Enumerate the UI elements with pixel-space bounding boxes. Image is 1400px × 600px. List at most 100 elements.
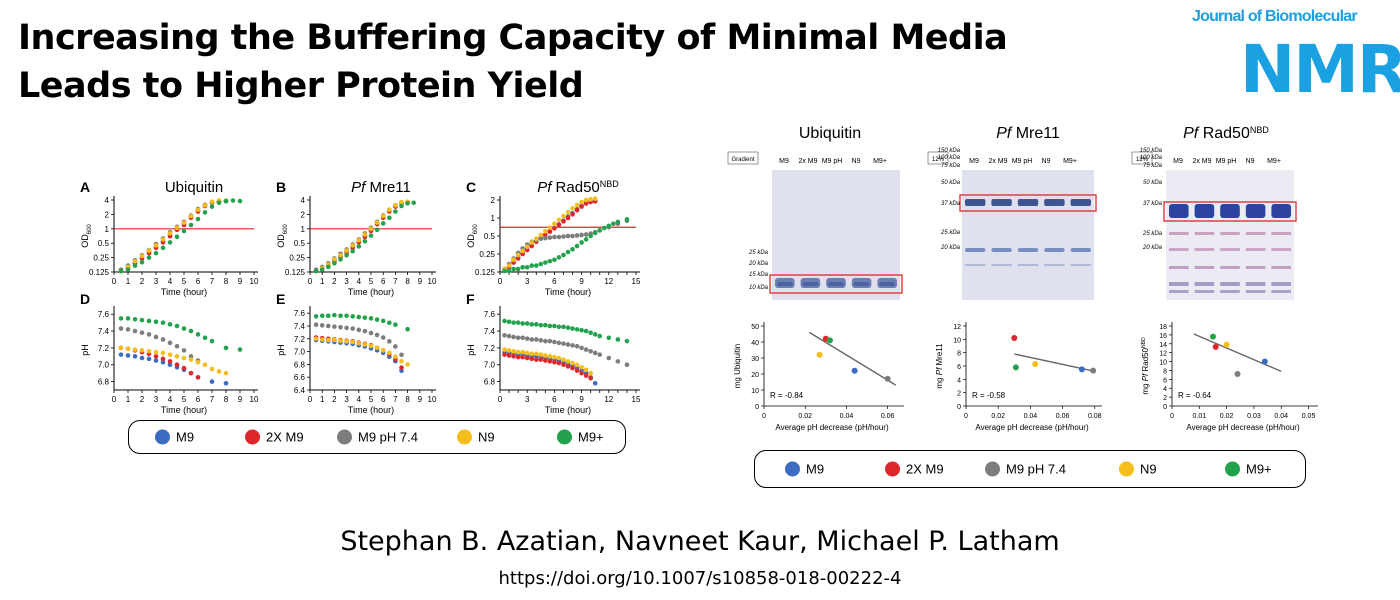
data-point xyxy=(552,354,557,360)
data-point xyxy=(1209,333,1216,340)
data-point xyxy=(167,340,173,346)
data-point xyxy=(387,207,392,213)
x-tick-label: 8 xyxy=(224,277,229,286)
data-point xyxy=(529,322,535,327)
x-tick-label: 0.02 xyxy=(1220,413,1234,420)
data-point xyxy=(1212,343,1219,350)
doi-link[interactable]: https://doi.org/10.1007/s10858-018-00222… xyxy=(498,568,902,589)
data-point xyxy=(326,264,331,270)
legend-item: M9 xyxy=(155,429,194,445)
data-point xyxy=(520,354,525,360)
data-point xyxy=(579,327,584,333)
data-point xyxy=(146,318,152,324)
marker-label: 75 kDa xyxy=(941,163,961,169)
marker-label: 100 kDa xyxy=(938,155,961,161)
data-point xyxy=(188,357,194,362)
x-tick-label: 3 xyxy=(154,277,159,286)
journal-logo: NMR xyxy=(1240,31,1400,108)
legend-label: N9 xyxy=(1140,461,1157,477)
data-point xyxy=(350,314,356,319)
data-point xyxy=(592,230,598,236)
gel-band xyxy=(1194,248,1215,251)
legend-right: M9 2X M9 M9 pH 7.4 N9 M9+ xyxy=(754,450,1306,488)
data-point xyxy=(556,340,562,346)
lane-label: M9 pH xyxy=(1012,158,1033,165)
data-point xyxy=(160,356,166,362)
data-point xyxy=(393,344,398,349)
data-point xyxy=(579,240,584,245)
data-point xyxy=(533,337,539,342)
data-point xyxy=(338,324,343,330)
data-point xyxy=(209,366,215,372)
data-point xyxy=(538,338,544,343)
data-point xyxy=(579,370,584,376)
x-axis-label: Time (hour) xyxy=(161,405,207,415)
x-axis-label: Time (hour) xyxy=(545,287,591,297)
data-point xyxy=(132,354,138,359)
data-point xyxy=(387,339,392,344)
data-point xyxy=(543,260,548,265)
y-tick-label: 8 xyxy=(1163,368,1167,375)
gel-band xyxy=(1220,232,1240,235)
x-tick-label: 2 xyxy=(140,395,145,404)
data-point xyxy=(393,202,398,208)
gel-band xyxy=(1169,266,1189,269)
data-point xyxy=(588,375,593,381)
data-point xyxy=(552,323,557,329)
x-tick-label: 4 xyxy=(168,395,173,404)
x-axis-label: Time (hour) xyxy=(348,405,394,415)
data-point xyxy=(405,326,410,332)
panel-D: D 0 1 2 3 4 5 6 7 8 9 10 6.8 7.0 7.2 7.4 7.6 Time (hour) p… xyxy=(80,291,259,415)
data-point xyxy=(561,252,566,258)
data-point xyxy=(588,233,593,239)
data-point xyxy=(374,220,380,225)
gel-band xyxy=(1271,204,1291,218)
data-point xyxy=(506,333,512,339)
gel-band xyxy=(1245,282,1266,286)
marker-label: 75 kDa xyxy=(1143,163,1163,169)
marker-label: 150 kDa xyxy=(938,148,961,154)
data-point xyxy=(153,334,159,340)
data-point xyxy=(132,328,138,334)
data-point xyxy=(195,207,201,213)
x-tick-label: 0 xyxy=(1170,413,1174,420)
data-point xyxy=(118,326,124,331)
x-tick-label: 0.02 xyxy=(798,413,812,420)
data-point xyxy=(543,235,548,241)
gel-3: Pf Rad50NBD 12% M9 2x M9 M9 pH N9 M9+ 150 kDa10… xyxy=(1131,125,1297,300)
gel-tag: Gradient xyxy=(731,157,754,163)
legend-item: 2X M9 xyxy=(245,429,304,445)
gel-band xyxy=(1169,204,1189,218)
data-point xyxy=(202,210,208,215)
data-point xyxy=(399,365,404,370)
gel-band xyxy=(1169,232,1189,235)
data-point xyxy=(153,250,159,256)
data-point xyxy=(611,221,616,227)
x-tick-label: 8 xyxy=(405,277,410,286)
legend-item: M9 xyxy=(785,461,824,477)
data-point xyxy=(574,362,580,368)
data-point xyxy=(570,246,575,252)
data-point xyxy=(583,373,589,378)
x-tick-label: 3 xyxy=(525,395,530,404)
data-point xyxy=(139,330,145,336)
legend-item: M9+ xyxy=(557,429,604,445)
y-tick-label: 6 xyxy=(1163,377,1167,384)
journal-name: Journal of Biomolecular xyxy=(1192,8,1358,25)
y-tick-label: 7.2 xyxy=(294,335,306,344)
data-point xyxy=(520,349,525,355)
x-tick-label: 7 xyxy=(393,277,398,286)
data-point xyxy=(146,348,152,354)
x-tick-label: 0 xyxy=(762,413,766,420)
data-point xyxy=(511,354,516,359)
gel-tag: 12% xyxy=(932,157,945,163)
data-point xyxy=(160,350,166,356)
data-point xyxy=(362,238,368,244)
data-point xyxy=(153,354,159,359)
data-point xyxy=(597,228,603,233)
data-point xyxy=(561,362,566,368)
data-point xyxy=(556,234,562,240)
x-axis-label: Average pH decrease (pH/hour) xyxy=(1186,423,1300,432)
data-point xyxy=(338,338,343,344)
